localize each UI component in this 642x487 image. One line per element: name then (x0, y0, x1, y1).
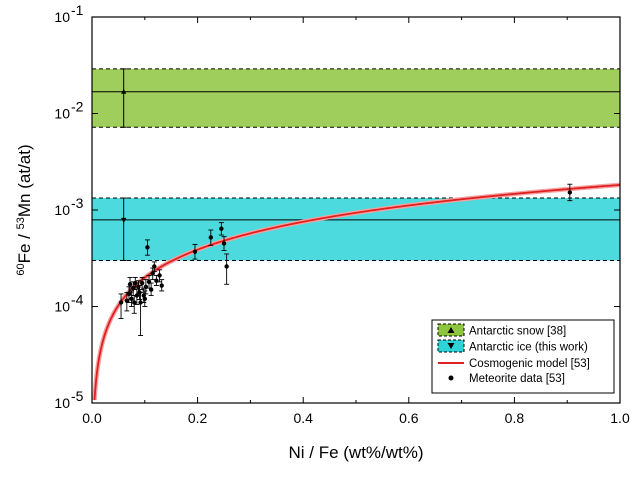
x-tick-label-3: 0.6 (399, 410, 419, 426)
snow-band (92, 68, 620, 128)
y-axis-label-part-b: Mn (at/at) (15, 144, 34, 217)
y-axis-label: 60Fe / 53Mn (at/at) (15, 144, 34, 275)
axes: 0.0 0.2 0.4 0.6 0.8 1.010-510-410-310-210-1 (54, 2, 630, 426)
y-axis-label-part-a: Fe / (15, 229, 34, 263)
meteorite-point-1 (124, 298, 130, 303)
x-tick-label-4: 0.8 (505, 410, 525, 426)
ice-band (92, 198, 620, 261)
x-tick-label-1: 0.2 (188, 410, 208, 426)
x-tick-label-5: 1.0 (610, 410, 630, 426)
meteorite-point-19 (150, 271, 155, 276)
y-tick-label-3: 10 (54, 106, 70, 122)
meteorite-point-8 (134, 293, 140, 298)
meteorite-point-14 (142, 296, 147, 302)
legend-meteorite-label: Meteorite data [53] (469, 373, 565, 385)
legend-snow-label: Antarctic snow [38] (469, 326, 566, 338)
meteorite-point-18 (148, 287, 154, 292)
ice-marker (121, 217, 127, 223)
legend-meteorite-marker (448, 375, 454, 381)
y-axis-label-sup2: 53 (15, 217, 27, 229)
legend-ice-marker (447, 343, 455, 349)
meteorite-point-4 (129, 296, 134, 302)
snow-marker (121, 88, 127, 94)
y-tick-label-0: 10 (54, 395, 70, 411)
meteorite-point-12 (139, 280, 145, 286)
meteorite-point-7 (133, 280, 138, 286)
legend-model-label: Cosmogenic model [53] (469, 358, 590, 370)
y-tick-label-exp-2: -3 (71, 195, 84, 211)
legend-ice-label: Antarctic ice (this work) (469, 342, 588, 354)
meteorite-point-29 (567, 190, 573, 195)
x-tick-label-2: 0.4 (293, 410, 313, 426)
y-axis-label-sup1: 60 (15, 263, 27, 275)
meteorite-point-24 (192, 249, 198, 254)
y-tick-label-exp-1: -4 (71, 292, 84, 308)
meteorite-point-23 (159, 283, 164, 288)
y-tick-label-1: 10 (54, 299, 70, 315)
plot-area (92, 68, 620, 401)
meteorite-point-25 (208, 235, 213, 240)
meteorite-point-11 (138, 300, 143, 305)
meteorite-point-20 (152, 264, 157, 269)
meteorite-point-16 (145, 245, 150, 250)
meteorite-point-22 (157, 273, 162, 278)
meteorite-point-28 (224, 264, 229, 269)
model-curve (93, 184, 620, 401)
legend-snow-marker (447, 327, 455, 333)
legend: Antarctic snow [38] Antarctic ice (this … (431, 319, 615, 394)
y-tick-label-4: 10 (54, 9, 70, 25)
meteorite-point-3 (127, 282, 133, 287)
y-tick-label-2: 10 (54, 202, 70, 218)
x-tick-label-0: 0.0 (82, 410, 102, 426)
meteorite-point-6 (132, 300, 137, 305)
x-axis-label: Ni / Fe (wt%/wt%) (288, 443, 423, 462)
y-tick-label-exp-4: -1 (71, 2, 84, 18)
meteorite-point-26 (219, 226, 224, 231)
meteorite-point-0 (118, 300, 124, 305)
y-tick-label-exp-3: -2 (71, 99, 84, 115)
y-tick-label-exp-0: -5 (71, 388, 84, 404)
meteorite-point-27 (221, 241, 227, 246)
